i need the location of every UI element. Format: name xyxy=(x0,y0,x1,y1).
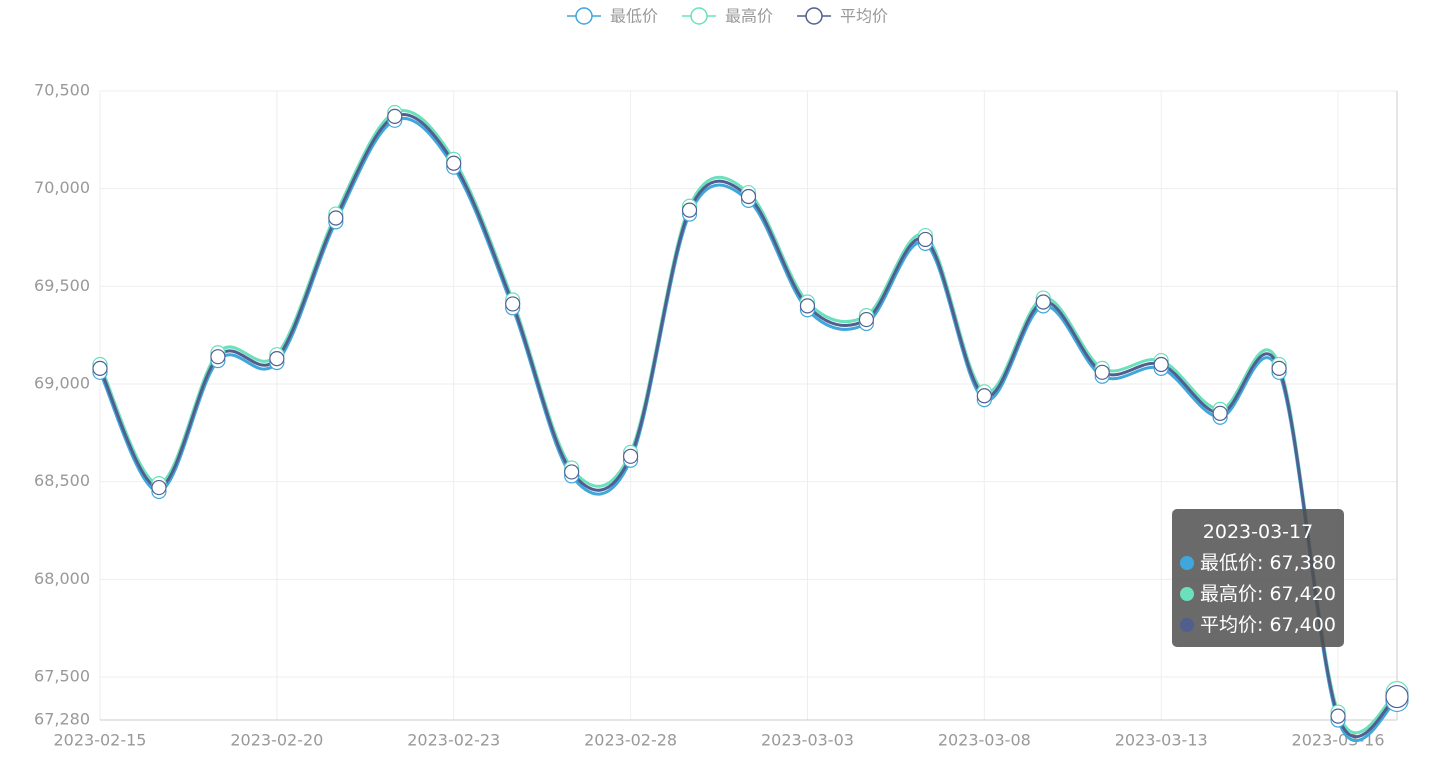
tooltip-marker xyxy=(1180,556,1194,570)
legend-label: 最高价 xyxy=(725,7,773,26)
x-tick-label: 2023-03-08 xyxy=(938,731,1031,750)
y-tick-label: 69,000 xyxy=(34,374,90,393)
point xyxy=(1212,405,1228,421)
y-tick-label: 68,500 xyxy=(34,471,90,490)
tooltip-value: 67,400 xyxy=(1269,614,1336,636)
point xyxy=(1094,364,1110,380)
point xyxy=(446,155,462,171)
x-tick-label: 2023-02-23 xyxy=(407,731,500,750)
x-tick-label: 2023-02-20 xyxy=(230,731,323,750)
point xyxy=(269,351,285,367)
legend-item: 最低价 xyxy=(567,7,658,26)
point xyxy=(1385,684,1409,709)
tooltip-title: 2023-03-17 xyxy=(1202,521,1314,543)
point xyxy=(564,464,580,480)
x-tick-label: 2023-02-15 xyxy=(54,731,147,750)
point xyxy=(917,231,933,248)
tooltip-row: 最高价67,420 xyxy=(1180,579,1336,610)
point xyxy=(151,479,167,496)
x-tick-label: 2023-02-28 xyxy=(584,731,677,750)
point xyxy=(1035,294,1051,310)
legend-icon xyxy=(690,7,708,25)
point xyxy=(505,296,521,312)
y-tick-label: 67,500 xyxy=(34,667,90,686)
y-tick-label: 70,500 xyxy=(34,81,90,100)
y-tick-label: 69,500 xyxy=(34,276,90,295)
y-tick-label: 67,280 xyxy=(34,710,90,729)
y-tick-label: 70,000 xyxy=(34,178,90,197)
point xyxy=(387,108,403,124)
point xyxy=(1330,708,1346,724)
point xyxy=(681,202,698,218)
x-tick-label: 2023-03-13 xyxy=(1115,731,1208,750)
series-line xyxy=(98,117,1398,742)
tooltip-value: 67,420 xyxy=(1269,583,1336,605)
legend-label: 最低价 xyxy=(610,7,658,26)
tooltip: 2023-03-17 最低价67,380最高价67,420平均价67,400 xyxy=(1172,509,1344,647)
point xyxy=(1153,356,1169,373)
legend-item: 最高价 xyxy=(682,7,773,26)
point xyxy=(92,360,108,376)
tooltip-row: 最低价67,380 xyxy=(1180,548,1336,579)
point xyxy=(799,298,816,314)
legend-icon xyxy=(575,7,593,25)
legend-icon xyxy=(805,7,823,25)
point xyxy=(622,448,639,464)
legend-label: 平均价 xyxy=(840,7,888,26)
tooltip-series-name: 最高价 xyxy=(1200,583,1269,605)
point xyxy=(210,349,226,365)
point xyxy=(740,188,757,205)
y-tick-label: 68,000 xyxy=(34,569,90,588)
tooltip-marker xyxy=(1180,587,1194,601)
tooltip-series-name: 最低价 xyxy=(1200,552,1269,574)
tooltip-value: 67,380 xyxy=(1269,552,1336,574)
tooltip-series-name: 平均价 xyxy=(1200,614,1269,636)
point xyxy=(328,210,344,226)
tooltip-row: 平均价67,400 xyxy=(1180,610,1336,641)
x-tick-label: 2023-03-03 xyxy=(761,731,854,750)
point xyxy=(976,388,992,404)
legend-item: 平均价 xyxy=(797,7,888,26)
tooltip-marker xyxy=(1180,618,1194,632)
point xyxy=(1271,360,1287,376)
point xyxy=(858,311,875,328)
